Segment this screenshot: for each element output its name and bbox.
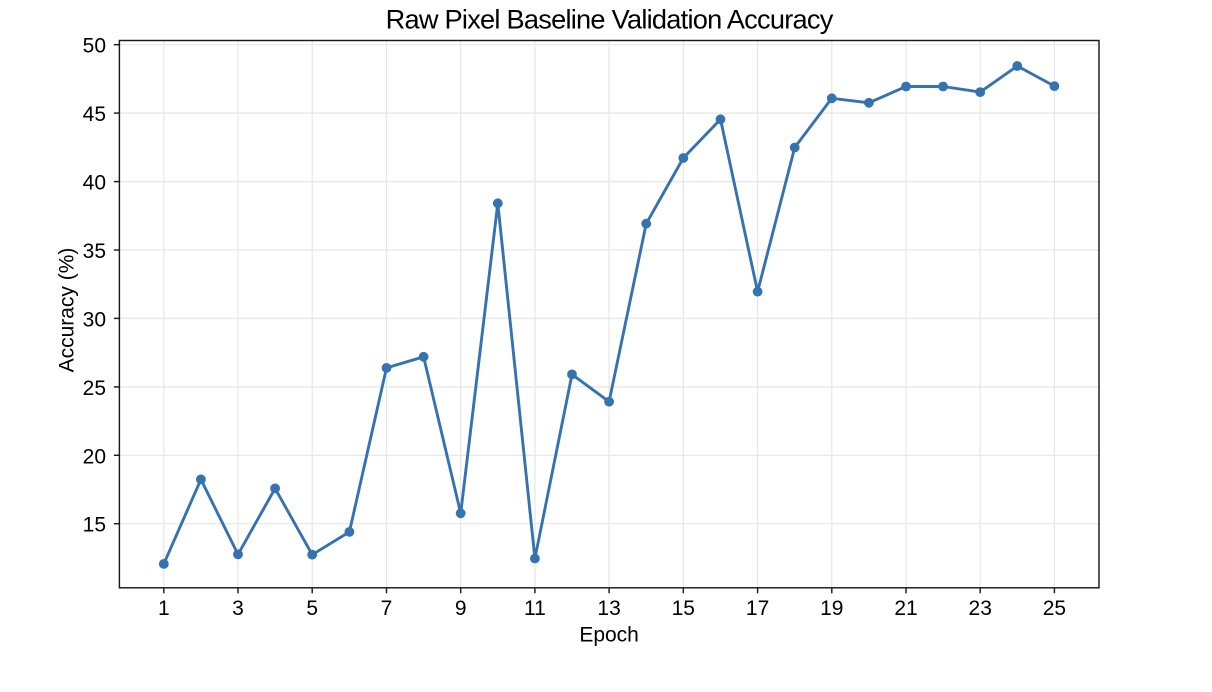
svg-text:25: 25 [1043,597,1066,620]
svg-text:5: 5 [306,597,318,620]
svg-text:19: 19 [820,597,843,620]
svg-text:13: 13 [597,597,620,620]
svg-text:50: 50 [83,35,106,58]
svg-text:23: 23 [969,597,992,620]
svg-text:15: 15 [83,514,106,537]
svg-text:Epoch: Epoch [579,623,639,646]
svg-text:17: 17 [746,597,769,620]
svg-text:7: 7 [381,597,393,620]
svg-text:15: 15 [672,597,695,620]
svg-text:1: 1 [158,597,170,620]
svg-text:Accuracy (%): Accuracy (%) [56,248,79,373]
svg-text:9: 9 [455,597,467,620]
svg-text:40: 40 [83,172,106,195]
svg-text:Raw Pixel Baseline Validation: Raw Pixel Baseline Validation Accuracy [386,4,834,35]
svg-text:30: 30 [83,308,106,331]
svg-text:20: 20 [83,445,106,468]
svg-text:11: 11 [524,597,546,620]
svg-text:21: 21 [894,597,917,620]
svg-text:3: 3 [232,597,244,620]
svg-text:25: 25 [83,377,106,400]
svg-text:45: 45 [83,103,106,126]
svg-text:35: 35 [83,240,106,263]
